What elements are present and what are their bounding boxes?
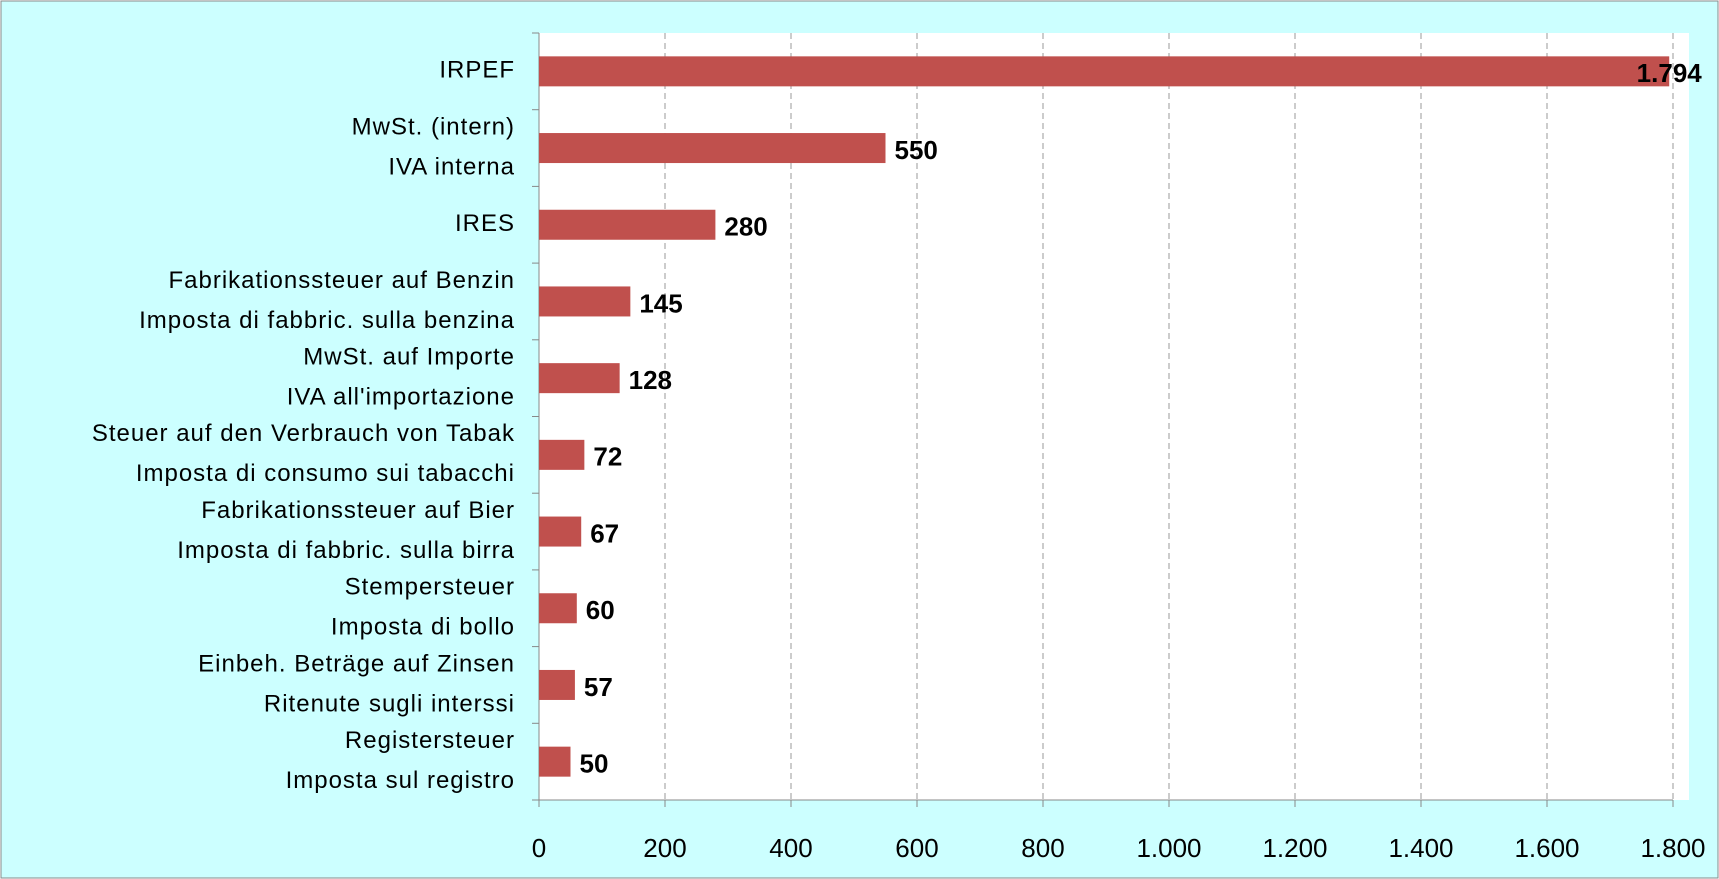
- y-tick-label: Fabrikationssteuer auf Benzin: [168, 267, 515, 294]
- y-tick-label: IRPEF: [439, 57, 515, 84]
- data-label: 67: [590, 518, 619, 548]
- bar: [539, 363, 620, 394]
- data-label: 145: [639, 288, 682, 318]
- bar: [539, 516, 582, 547]
- bar: [539, 209, 716, 240]
- y-tick-label: Ritenute sugli interssi: [264, 690, 515, 717]
- bar: [539, 746, 571, 777]
- data-label: 1.794: [1637, 58, 1703, 88]
- y-tick-label: Stempersteuer: [345, 574, 515, 601]
- bar: [539, 286, 631, 317]
- x-tick-label: 1.400: [1388, 833, 1453, 863]
- x-tick-label: 1.800: [1640, 833, 1705, 863]
- y-tick-label: IRES: [455, 210, 515, 237]
- bar: [539, 133, 886, 164]
- x-tick-label: 1.000: [1136, 833, 1201, 863]
- bar: [539, 439, 585, 470]
- x-tick-label: 800: [1021, 833, 1064, 863]
- y-tick-label: Imposta di consumo sui tabacchi: [136, 460, 515, 487]
- x-tick-label: 200: [643, 833, 686, 863]
- data-label: 50: [580, 749, 609, 779]
- y-tick-label: IVA interna: [388, 153, 515, 180]
- y-tick-label: MwSt. (intern): [352, 113, 515, 140]
- x-tick-label: 0: [532, 833, 546, 863]
- data-label: 128: [629, 365, 672, 395]
- x-tick-label: 400: [769, 833, 812, 863]
- y-tick-label: Registersteuer: [345, 727, 515, 754]
- y-tick-label: MwSt. auf Importe: [303, 343, 515, 370]
- bar: [539, 669, 575, 700]
- bar: [539, 593, 577, 624]
- y-tick-label: Imposta di fabbric. sulla benzina: [139, 307, 515, 334]
- y-tick-label: Imposta sul registro: [286, 767, 515, 794]
- data-label: 72: [593, 442, 622, 472]
- y-tick-label: Fabrikationssteuer auf Bier: [201, 497, 515, 524]
- data-label: 280: [724, 212, 767, 242]
- data-label: 550: [895, 135, 938, 165]
- data-label: 57: [584, 672, 613, 702]
- y-tick-label: Steuer auf den Verbrauch von Tabak: [92, 420, 515, 447]
- x-tick-label: 600: [895, 833, 938, 863]
- x-tick-label: 1.200: [1262, 833, 1327, 863]
- y-tick-label: Einbeh. Beträge auf Zinsen: [198, 650, 515, 677]
- y-tick-label: Imposta di bollo: [331, 614, 515, 641]
- data-label: 60: [586, 595, 615, 625]
- x-tick-label: 1.600: [1514, 833, 1579, 863]
- y-tick-label: Imposta di fabbric. sulla birra: [177, 537, 515, 564]
- bar: [539, 56, 1670, 87]
- y-tick-label: IVA all'importazione: [287, 383, 515, 410]
